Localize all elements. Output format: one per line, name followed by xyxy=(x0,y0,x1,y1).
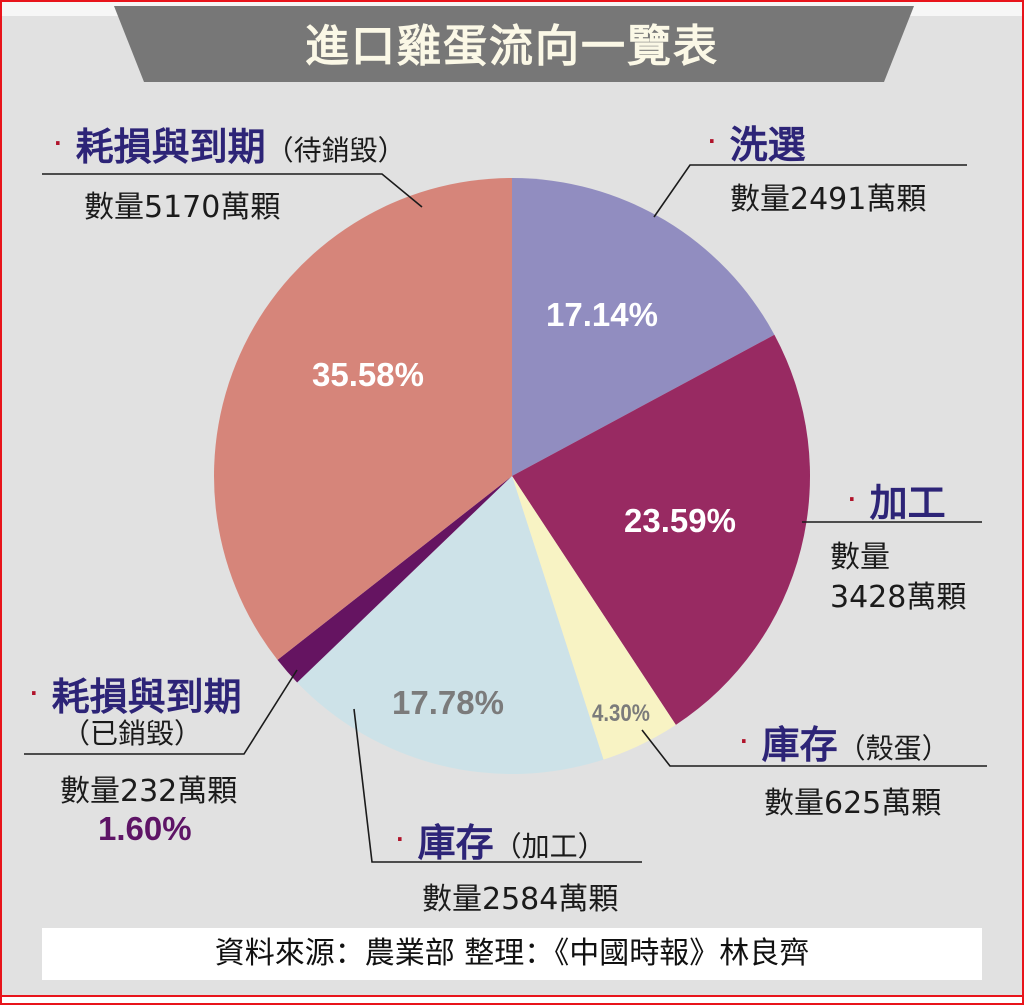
pct-stock-processed: 17.78% xyxy=(392,684,504,721)
pct-stock-shell: 4.30% xyxy=(592,700,650,727)
bullet-icon: · xyxy=(740,729,748,753)
source-credit: 資料來源：農業部 整理：《中國時報》林良齊 xyxy=(42,928,982,980)
leader-line-stock-shell xyxy=(641,729,987,767)
bullet-icon: · xyxy=(54,131,62,155)
qty-processed-line2: 3428萬顆 xyxy=(830,580,967,615)
qty-destroyed: 數量232萬顆 xyxy=(60,774,238,809)
leader-line-stock-processed xyxy=(353,708,642,863)
qty-stock-shell: 數量625萬顆 xyxy=(764,786,942,821)
bullet-icon: · xyxy=(30,681,38,705)
category-name: 洗選 xyxy=(729,123,806,167)
pie-slice xyxy=(512,178,775,476)
leader-line-pending xyxy=(42,173,423,208)
leader-lines xyxy=(24,164,987,863)
pie-slices xyxy=(214,178,811,774)
note-destroyed: （已銷毀） xyxy=(62,717,203,750)
category-note: （加工） xyxy=(493,830,606,863)
pie-slice xyxy=(297,476,604,774)
category-name: 加工 xyxy=(869,481,946,525)
pie-slice xyxy=(512,334,811,725)
bullet-icon: · xyxy=(708,129,716,153)
qty-processed-line1: 數量 xyxy=(830,540,890,575)
category-note: （殼蛋） xyxy=(837,732,950,765)
label-processed: · 加工 xyxy=(848,472,946,527)
bullet-icon: · xyxy=(848,487,856,511)
category-name: 耗損與到期 xyxy=(75,125,266,169)
category-note: （待銷毀） xyxy=(265,134,406,167)
category-name: 庫存 xyxy=(761,723,838,767)
pct-processed: 23.59% xyxy=(624,502,736,539)
label-washed: · 洗選 xyxy=(708,114,806,169)
pct-washed: 17.14% xyxy=(546,296,658,333)
pct-destroyed: 1.60% xyxy=(98,810,192,847)
chart-title: 進口雞蛋流向一覽表 xyxy=(305,21,719,72)
bullet-icon: · xyxy=(396,827,404,851)
category-name: 耗損與到期 xyxy=(51,675,242,719)
leader-line-destroyed xyxy=(24,669,298,755)
qty-stock-processed: 數量2584萬顆 xyxy=(422,882,619,917)
qty-pending: 數量5170萬顆 xyxy=(84,190,281,225)
label-stock-processed: · 庫存（加工） xyxy=(396,812,606,867)
pct-pending: 35.58% xyxy=(312,356,424,393)
category-name: 庫存 xyxy=(417,821,494,865)
label-pending: · 耗損與到期（待銷毀） xyxy=(54,116,406,171)
pie-slice xyxy=(512,476,676,760)
label-stock-shell: · 庫存（殼蛋） xyxy=(740,714,950,769)
pie-slice xyxy=(277,476,512,683)
bottom-bar xyxy=(2,995,1022,1003)
pie-slice xyxy=(214,178,512,660)
label-destroyed: · 耗損與到期 xyxy=(30,666,242,721)
title-band xyxy=(114,6,914,82)
leader-line-washed xyxy=(653,164,967,218)
qty-washed: 數量2491萬顆 xyxy=(730,182,927,217)
